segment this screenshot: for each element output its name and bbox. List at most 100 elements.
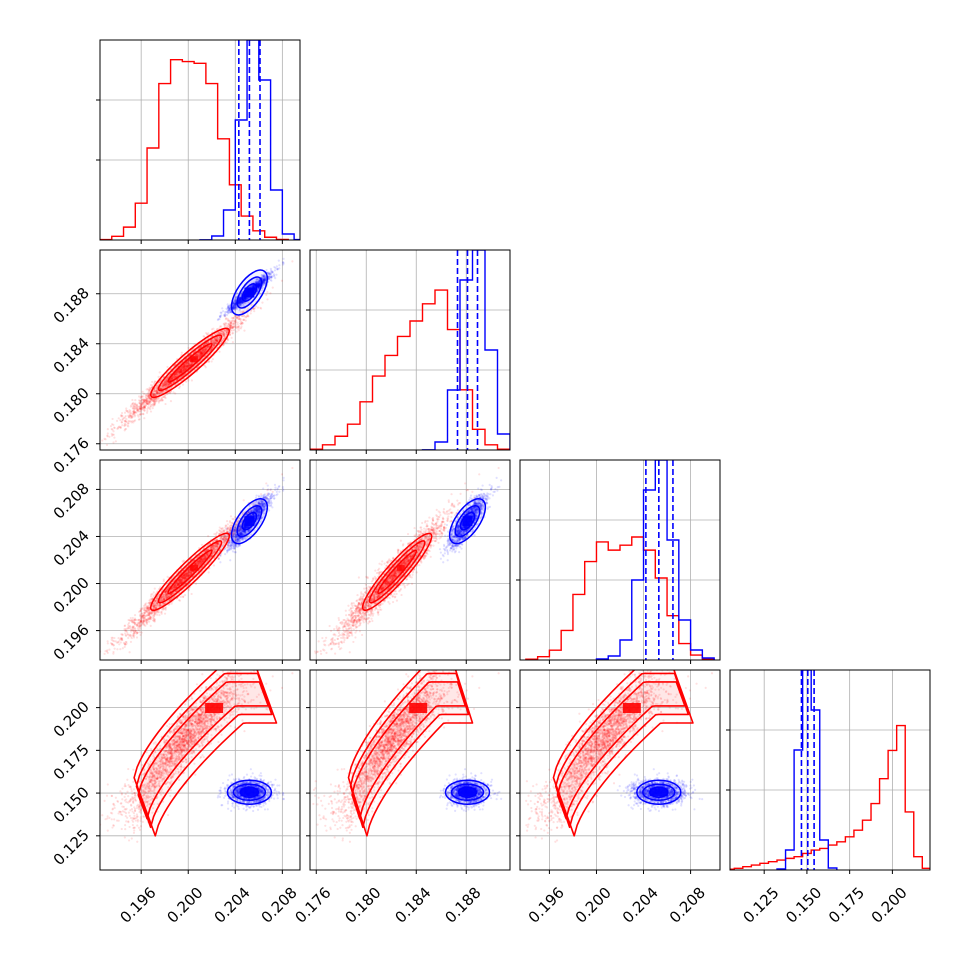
sample-point	[226, 329, 229, 332]
sample-point	[180, 369, 183, 372]
sample-point	[179, 371, 183, 374]
sample-point	[110, 434, 114, 437]
sample-point	[221, 333, 225, 336]
sample-point	[239, 310, 242, 314]
sample-point	[262, 274, 265, 277]
sample-point	[264, 276, 267, 279]
sample-point	[144, 404, 147, 407]
sample-point	[132, 401, 135, 405]
sample-point	[198, 355, 201, 358]
sample-point	[205, 342, 208, 345]
sample-point	[219, 332, 222, 335]
sample-point	[173, 376, 177, 379]
sample-point	[170, 382, 173, 385]
sample-point	[198, 354, 201, 357]
sample-point	[190, 362, 193, 365]
sample-point	[214, 337, 217, 340]
sample-point	[230, 326, 233, 330]
sample-point	[173, 375, 176, 378]
sample-point	[218, 327, 221, 330]
sample-point	[179, 368, 182, 371]
sample-point	[160, 397, 164, 400]
sample-point	[234, 303, 237, 306]
sample-point	[177, 369, 180, 372]
sample-point	[182, 365, 185, 369]
sample-point	[113, 426, 116, 430]
sample-point	[182, 370, 185, 373]
sample-point	[234, 307, 237, 310]
sample-point	[179, 371, 182, 374]
sample-point	[120, 420, 123, 424]
sample-point	[211, 346, 214, 350]
sample-point	[241, 301, 244, 304]
sample-point	[171, 377, 174, 380]
sample-point	[218, 336, 222, 339]
sample-point	[188, 364, 192, 367]
sample-point	[157, 397, 160, 400]
sample-point	[234, 318, 237, 322]
sample-point	[195, 353, 198, 357]
sample-point	[258, 284, 261, 288]
sample-point	[148, 400, 151, 403]
sample-point	[158, 380, 162, 383]
sample-point	[130, 421, 133, 424]
sample-point	[160, 399, 163, 402]
sample-point	[133, 415, 136, 418]
sample-point	[128, 420, 131, 423]
sample-point	[273, 265, 276, 269]
sample-point	[154, 390, 158, 393]
sample-point	[178, 372, 182, 376]
sample-point	[229, 329, 232, 332]
sample-point	[227, 319, 230, 322]
sample-point	[152, 394, 155, 397]
sample-point	[259, 281, 262, 284]
sample-point	[183, 367, 186, 370]
sample-point	[222, 333, 226, 336]
sample-point	[268, 272, 271, 275]
sample-point	[235, 316, 239, 319]
sample-point	[138, 401, 141, 405]
sample-point	[218, 318, 221, 321]
sample-point	[221, 330, 225, 333]
sample-point	[249, 312, 252, 315]
sample-point	[144, 395, 147, 398]
sample-point	[226, 307, 229, 310]
sample-point	[159, 387, 162, 390]
sample-point	[143, 398, 146, 401]
sample-point	[256, 281, 259, 285]
sample-point	[210, 346, 214, 349]
sample-point	[222, 337, 225, 340]
sample-point	[222, 329, 226, 332]
sample-point	[201, 350, 204, 353]
sample-point	[119, 426, 122, 430]
sample-point	[155, 398, 158, 401]
sample-point	[131, 402, 134, 405]
sample-point	[223, 323, 226, 327]
sample-point	[213, 344, 216, 347]
sample-point	[176, 373, 179, 376]
sample-point	[281, 261, 285, 264]
sample-point	[155, 386, 158, 389]
sample-point	[199, 351, 202, 355]
sample-point	[148, 391, 151, 394]
sample-point	[282, 262, 285, 265]
sample-point	[147, 395, 150, 398]
sample-point	[233, 299, 237, 302]
sample-point	[256, 284, 259, 287]
sample-point	[148, 394, 151, 397]
sample-point	[229, 327, 232, 330]
sample-point	[179, 370, 183, 374]
sample-point	[252, 281, 256, 284]
sample-point	[152, 399, 155, 403]
sample-point	[136, 407, 139, 411]
sample-point	[149, 410, 153, 413]
sample-point	[201, 351, 205, 354]
sample-point	[161, 384, 164, 387]
sample-point	[183, 366, 187, 369]
sample-point	[167, 384, 170, 387]
sample-point	[143, 406, 146, 409]
sample-point	[94, 443, 96, 445]
sample-point	[215, 339, 218, 342]
sample-point	[182, 366, 185, 370]
sample-point	[197, 354, 200, 357]
